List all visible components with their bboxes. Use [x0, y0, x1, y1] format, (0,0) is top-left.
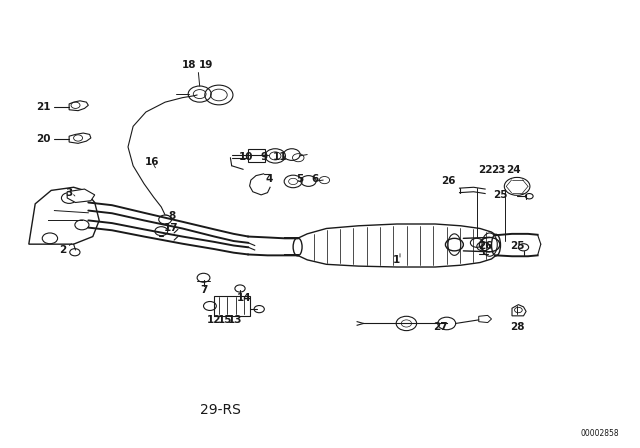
Text: 7: 7	[200, 285, 207, 295]
Text: 8: 8	[168, 211, 175, 221]
Text: 9: 9	[260, 152, 268, 162]
Text: 2: 2	[59, 245, 67, 255]
Text: 4: 4	[265, 174, 273, 184]
Polygon shape	[67, 189, 95, 202]
FancyBboxPatch shape	[248, 149, 265, 162]
Text: 16: 16	[145, 157, 159, 167]
Text: 22: 22	[478, 165, 492, 175]
Text: 00002858: 00002858	[581, 429, 620, 438]
Text: 11: 11	[273, 152, 287, 162]
Text: 20: 20	[36, 134, 51, 144]
Text: 21: 21	[36, 102, 51, 112]
Text: 25: 25	[510, 241, 524, 251]
Text: 6: 6	[311, 174, 319, 184]
Text: 23: 23	[491, 165, 505, 175]
Text: 1: 1	[393, 255, 401, 265]
Polygon shape	[29, 187, 99, 244]
Polygon shape	[479, 315, 492, 323]
Text: 12: 12	[207, 315, 221, 325]
Text: 24: 24	[506, 165, 520, 175]
Text: 3: 3	[65, 188, 73, 198]
Text: 5: 5	[296, 174, 303, 184]
Polygon shape	[69, 101, 88, 111]
Text: 26: 26	[478, 241, 492, 251]
Polygon shape	[512, 305, 526, 316]
Text: 28: 28	[510, 322, 524, 332]
Text: 26: 26	[441, 177, 455, 186]
Text: 29-RS: 29-RS	[200, 403, 241, 417]
Text: 18: 18	[182, 60, 196, 70]
Text: 19: 19	[199, 60, 213, 70]
Text: 13: 13	[228, 315, 243, 325]
Text: 14: 14	[237, 293, 252, 303]
Text: 15: 15	[218, 315, 232, 325]
Text: 27: 27	[433, 322, 447, 332]
Text: 17: 17	[164, 224, 179, 233]
Polygon shape	[69, 133, 91, 143]
FancyBboxPatch shape	[214, 296, 250, 316]
Text: 10: 10	[239, 152, 253, 162]
Text: 25: 25	[493, 190, 508, 200]
